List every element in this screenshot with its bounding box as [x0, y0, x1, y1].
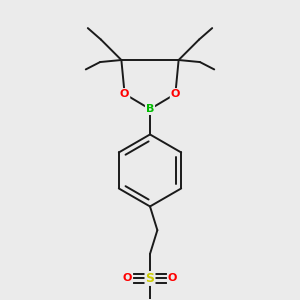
Text: O: O: [123, 273, 132, 284]
Text: S: S: [146, 272, 154, 285]
Text: O: O: [120, 89, 129, 99]
Text: O: O: [171, 89, 180, 99]
Text: B: B: [146, 104, 154, 114]
Text: O: O: [168, 273, 177, 284]
